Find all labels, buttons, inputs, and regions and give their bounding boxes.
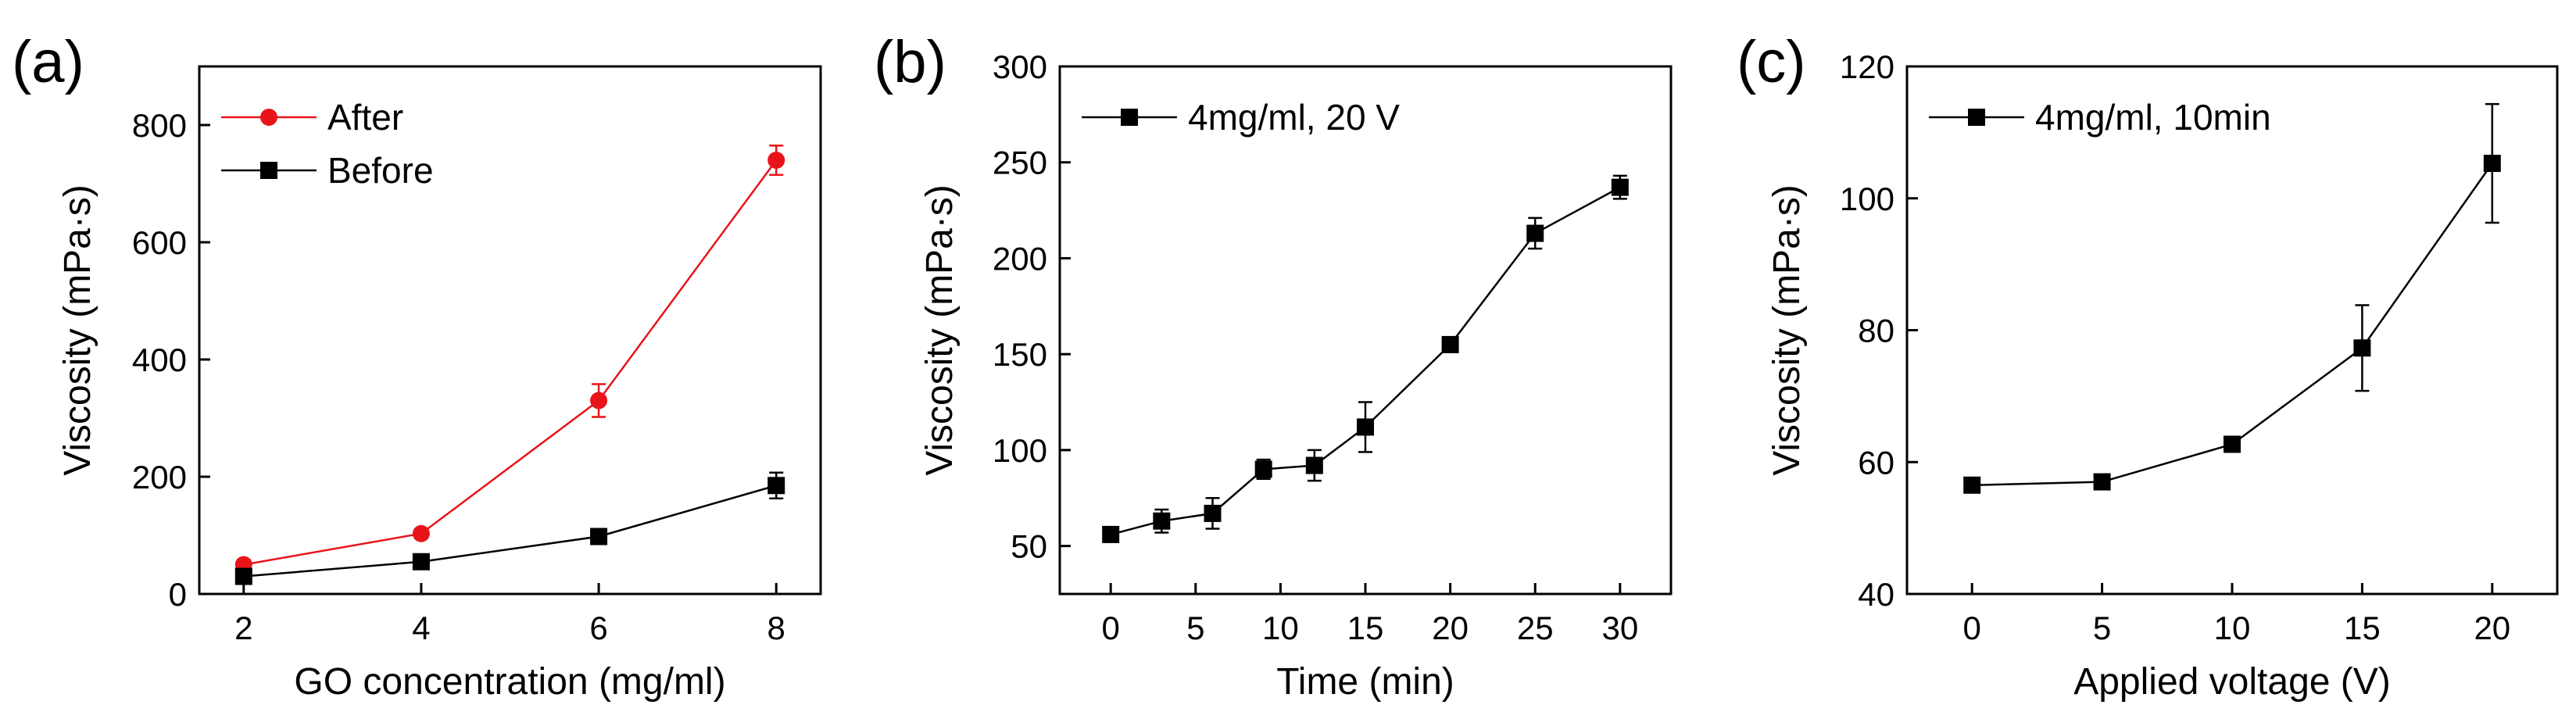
legend-marker <box>1968 109 1985 126</box>
x-tick-label: 30 <box>1601 610 1638 646</box>
chart-panel-0: 2 4 6 8 0 200 400 600 800 GO concentration (mg/ml… <box>12 29 822 703</box>
y-tick-label: 200 <box>993 240 1047 277</box>
x-tick-label: 15 <box>2344 610 2381 646</box>
x-tick-label: 25 <box>1517 610 1554 646</box>
legend-label: 4mg/ml, 10min <box>2035 97 2271 138</box>
data-point <box>1254 460 1272 478</box>
y-tick-label: 0 <box>169 576 187 613</box>
data-point <box>1204 504 1222 522</box>
data-point <box>2093 473 2111 491</box>
x-tick-label: 20 <box>2474 610 2510 646</box>
x-tick-label: 0 <box>1963 610 1981 646</box>
y-tick-label: 400 <box>132 342 187 378</box>
series-1: Before <box>221 150 785 585</box>
data-point <box>2224 435 2241 453</box>
x-axis-label: Applied voltage (V) <box>2073 661 2391 703</box>
x-tick-label: 5 <box>2093 610 2111 646</box>
data-point <box>590 392 608 410</box>
data-point <box>412 553 430 571</box>
x-tick-label: 5 <box>1186 610 1204 646</box>
data-point <box>767 152 785 169</box>
y-tick-label: 200 <box>132 459 187 495</box>
data-point <box>234 567 252 585</box>
y-tick-label: 150 <box>993 336 1047 373</box>
series-0: 4mg/ml, 20 V <box>1082 97 1629 543</box>
x-tick-label: 2 <box>234 610 252 646</box>
data-point <box>1102 525 1120 543</box>
y-axis-label: Viscosity (mPa·s) <box>1766 184 1808 476</box>
legend-label: Before <box>327 150 434 191</box>
panel-label: (b) <box>874 29 946 95</box>
panel-label: (a) <box>12 29 84 95</box>
series-0: 4mg/ml, 10min <box>1929 97 2501 494</box>
x-tick-label: 0 <box>1101 610 1119 646</box>
x-axis-label: Time (min) <box>1276 661 1454 703</box>
series-line <box>243 159 778 566</box>
x-tick-label: 20 <box>1432 610 1469 646</box>
y-axis-label: Viscosity (mPa·s) <box>919 184 961 476</box>
x-tick-label: 8 <box>767 610 785 646</box>
x-tick-label: 15 <box>1347 610 1384 646</box>
x-tick-label: 4 <box>412 610 430 646</box>
data-point <box>2353 339 2371 357</box>
legend-label: After <box>327 97 403 138</box>
x-axis-label: GO concentration (mg/ml) <box>294 661 725 703</box>
y-tick-label: 800 <box>132 107 187 144</box>
data-point <box>412 524 430 542</box>
y-tick-label: 50 <box>1011 528 1047 565</box>
panel-label: (c) <box>1737 29 1806 95</box>
x-tick-label: 10 <box>2214 610 2251 646</box>
data-point <box>1963 476 1981 494</box>
legend-marker <box>260 162 277 179</box>
legend-marker <box>1121 109 1138 126</box>
series-line <box>243 485 777 578</box>
legend-marker <box>260 109 277 126</box>
data-point <box>1305 456 1323 474</box>
x-tick-label: 6 <box>589 610 607 646</box>
plot-frame <box>198 65 822 596</box>
data-point <box>767 477 785 495</box>
chart-panel-1: 0 5 10 15 20 25 30 50 100 150 200 250 300 Time (min) V… <box>874 29 1673 703</box>
legend-label: 4mg/ml, 20 V <box>1188 97 1400 138</box>
y-tick-label: 300 <box>993 48 1047 85</box>
data-point <box>1441 335 1459 353</box>
data-point <box>590 528 608 546</box>
plot-frame <box>1905 65 2559 596</box>
x-tick-label: 10 <box>1262 610 1299 646</box>
y-tick-label: 100 <box>1840 181 1894 217</box>
y-tick-label: 100 <box>993 432 1047 469</box>
y-tick-label: 120 <box>1840 48 1894 85</box>
data-point <box>1357 418 1374 436</box>
y-tick-label: 60 <box>1858 444 1894 481</box>
data-point <box>1611 178 1629 196</box>
plot-frame <box>1058 65 1673 596</box>
y-tick-label: 600 <box>132 224 187 261</box>
chart-panel-2: 0 5 10 15 20 40 60 80 100 120 Applied voltage (V) V… <box>1737 29 2559 703</box>
y-axis-label: Viscosity (mPa·s) <box>57 184 98 476</box>
data-point <box>2483 155 2501 173</box>
data-point <box>1153 512 1171 530</box>
y-tick-label: 40 <box>1858 576 1894 613</box>
data-point <box>1526 224 1544 242</box>
y-tick-label: 250 <box>993 145 1047 181</box>
series-0: After <box>221 97 785 574</box>
y-tick-label: 80 <box>1858 313 1894 349</box>
